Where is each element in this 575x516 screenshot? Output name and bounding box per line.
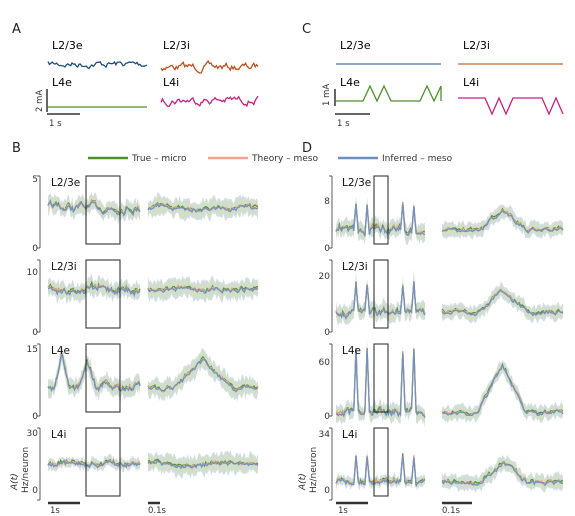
c-scalebar-y-label: 1 mA	[322, 84, 332, 106]
b-zoom-box-2	[85, 343, 121, 413]
b-row2-zoom-band-true	[148, 350, 258, 400]
d-row2-long-line-0	[335, 348, 426, 417]
c-scalebar-x-label: 1 s	[337, 119, 350, 129]
b-ytick-l23i-min: 0	[32, 328, 38, 338]
c-trace-3	[458, 96, 564, 116]
panel-letter-a: A	[12, 22, 21, 37]
legend-label-true-micro: True – micro	[131, 154, 187, 164]
b-row0-long-band-true	[48, 193, 140, 223]
b-row3-long-line-2	[47, 459, 140, 469]
d-ylabel-line2: Hz/neuron	[309, 447, 319, 493]
d-ytick-l23e-min: 0	[324, 244, 330, 254]
a-label-l4i: L4i	[163, 76, 179, 89]
b-row-label-l23e: L2/3e	[51, 177, 80, 189]
panel-letter-d: D	[302, 141, 312, 156]
panel-b-plots	[37, 175, 259, 501]
b-row2-long-band-true	[48, 349, 140, 401]
a-label-l23i: L2/3i	[163, 39, 190, 52]
a-trace-1	[160, 59, 259, 74]
panel-letter-c: C	[302, 22, 311, 37]
d-row-label-l23e: L2/3e	[342, 177, 371, 189]
a-trace-3	[160, 95, 259, 108]
a-trace-0	[47, 60, 148, 70]
b-scalebar-left-label: 1s	[50, 506, 60, 516]
a-scalebar-x-label: 1 s	[49, 119, 62, 129]
b-row-label-l4e: L4e	[51, 345, 70, 357]
b-row1-zoom-line-2	[147, 285, 259, 295]
b-ytick-l4i-min: 0	[32, 486, 38, 496]
d-row2-zoom-band-inferred	[442, 359, 563, 424]
d-ytick-l4e-max: 60	[319, 358, 331, 368]
b-row-label-l23i: L2/3i	[51, 261, 77, 273]
d-ytick-l23i-min: 0	[324, 328, 330, 338]
b-scalebar-right-label: 0.1s	[148, 506, 167, 516]
c-label-l23e: L2/3e	[340, 39, 371, 52]
b-row0-long-line-2	[47, 199, 141, 217]
d-row1-zoom-line-2	[441, 289, 563, 317]
c-trace-2	[336, 84, 442, 103]
b-ytick-l23e-min: 0	[32, 244, 38, 254]
d-zoom-box-0	[373, 175, 389, 245]
d-row1-zoom-band-true	[442, 282, 563, 322]
b-row2-zoom-line-2	[147, 358, 259, 393]
a-label-l23e: L2/3e	[52, 39, 83, 52]
d-ytick-l4i-max: 34	[319, 430, 331, 440]
b-ytick-l4e-max: 15	[27, 345, 38, 355]
d-scalebar-left-label: 1s	[338, 506, 348, 516]
d-ytick-l4i-min: 0	[324, 486, 330, 496]
a-label-l4e: L4e	[52, 76, 72, 89]
b-zoom-box-1	[85, 259, 121, 329]
b-ytick-l4e-min: 0	[32, 412, 38, 422]
b-zoom-box-3	[85, 427, 121, 497]
panel-a-input-traces	[47, 59, 259, 108]
d-row-label-l23i: L2/3i	[342, 261, 368, 273]
b-row-label-l4i: L4i	[51, 429, 66, 441]
d-row0-long-line-2	[335, 203, 425, 237]
a-scalebar-y-label: 2 mA	[35, 90, 45, 112]
b-ytick-l23i-max: 10	[27, 268, 39, 278]
legend-label-inferred-meso: Inferred – meso	[382, 154, 453, 164]
panel-letter-b: B	[12, 141, 21, 156]
d-row2-zoom-band-true	[442, 361, 563, 422]
d-ytick-l4e-min: 0	[324, 412, 330, 422]
b-row3-zoom-line-2	[147, 459, 259, 470]
d-row0-zoom-line-2	[441, 209, 564, 234]
c-label-l4e: L4e	[340, 76, 360, 89]
b-ylabel-line2: Hz/neuron	[21, 447, 31, 493]
panel-c-input-traces	[336, 63, 564, 116]
d-row3-long-line-2	[335, 455, 426, 487]
b-ylabel-line1: A(t)	[10, 473, 20, 491]
d-zoom-box-3	[373, 427, 389, 497]
b-zoom-box-0	[85, 175, 121, 245]
d-zoom-box-1	[373, 259, 389, 329]
d-row2-long-line-2	[335, 348, 426, 418]
b-ytick-l23e-max: 5	[32, 175, 38, 185]
d-ylabel-line1: A(t)	[298, 473, 308, 491]
panel-d-plots	[329, 175, 564, 501]
legend-label-theory-meso: Theory – meso	[251, 154, 318, 164]
b-row1-long-line-2	[47, 283, 141, 298]
b-row2-long-line-2	[47, 352, 141, 393]
b-ytick-l4i-max: 30	[27, 429, 39, 439]
d-zoom-box-2	[373, 343, 389, 413]
b-row0-zoom-line-2	[147, 202, 259, 214]
c-label-l23i: L2/3i	[463, 39, 490, 52]
d-ytick-l23i-max: 20	[319, 272, 331, 282]
b-row0-zoom-band-true	[148, 193, 258, 220]
d-row-label-l4e: L4e	[342, 345, 361, 357]
c-label-l4i: L4i	[463, 76, 479, 89]
d-row3-zoom-line-2	[441, 462, 563, 487]
d-scalebar-right-label: 0.1s	[442, 506, 461, 516]
d-row2-zoom-line-2	[441, 363, 564, 416]
d-ytick-l23e-max: 8	[324, 197, 330, 207]
d-row-label-l4i: L4i	[342, 429, 357, 441]
d-row1-long-line-2	[335, 281, 426, 320]
